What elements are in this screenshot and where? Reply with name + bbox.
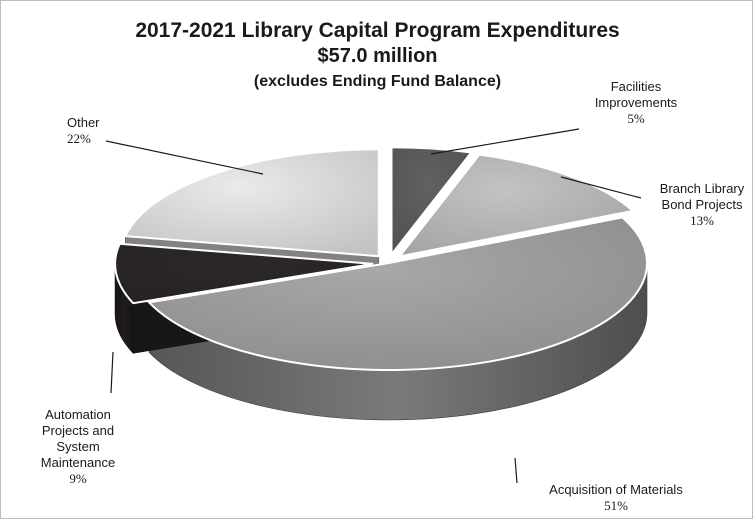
pie-slice <box>390 146 474 258</box>
leader-line <box>560 176 642 199</box>
slice-label-other: Other 22% <box>67 115 127 147</box>
leader-line <box>105 140 264 175</box>
slice-label-line: Improvements <box>594 95 678 110</box>
slice-label-line: Other <box>67 115 100 130</box>
leader-line <box>110 351 114 394</box>
slice-value-label: 5% <box>627 111 645 126</box>
slice-label-line: Facilities <box>610 79 662 94</box>
pie-slice <box>123 148 380 258</box>
leader-line <box>514 457 518 484</box>
slice-value-label: 51% <box>604 498 628 513</box>
slice-label-acquisition: Acquisition of Materials 51% <box>516 482 716 514</box>
slice-label-facilities: Facilities Improvements 5% <box>576 79 696 127</box>
slice-label-line: Branch Library <box>659 181 745 196</box>
slice-label-line: Projects and <box>41 423 115 438</box>
slice-label-line: Acquisition of Materials <box>549 482 683 497</box>
chart-note: (excludes Ending Fund Balance) <box>253 73 502 90</box>
chart-subtitle: $57.0 million <box>317 45 438 67</box>
slice-value-label: 9% <box>69 471 87 486</box>
chart-title: 2017-2021 Library Capital Program Expend… <box>135 19 620 42</box>
slice-label-line: Bond Projects <box>661 197 743 212</box>
slice-label-line: System <box>56 439 100 454</box>
leader-lines <box>105 128 642 484</box>
slice-value-label: 13% <box>690 213 714 228</box>
slice-label-automation: Automation Projects and System Maintenan… <box>23 407 133 487</box>
pie-slice <box>147 216 648 372</box>
pie-tops <box>114 146 648 372</box>
slice-label-line: Maintenance <box>40 455 116 470</box>
slice-label-branch: Branch Library Bond Projects 13% <box>637 181 752 229</box>
slice-value-label: 22% <box>67 131 91 146</box>
slice-label-line: Automation <box>45 407 111 422</box>
pie-slice <box>114 242 374 305</box>
leader-line <box>430 128 580 155</box>
